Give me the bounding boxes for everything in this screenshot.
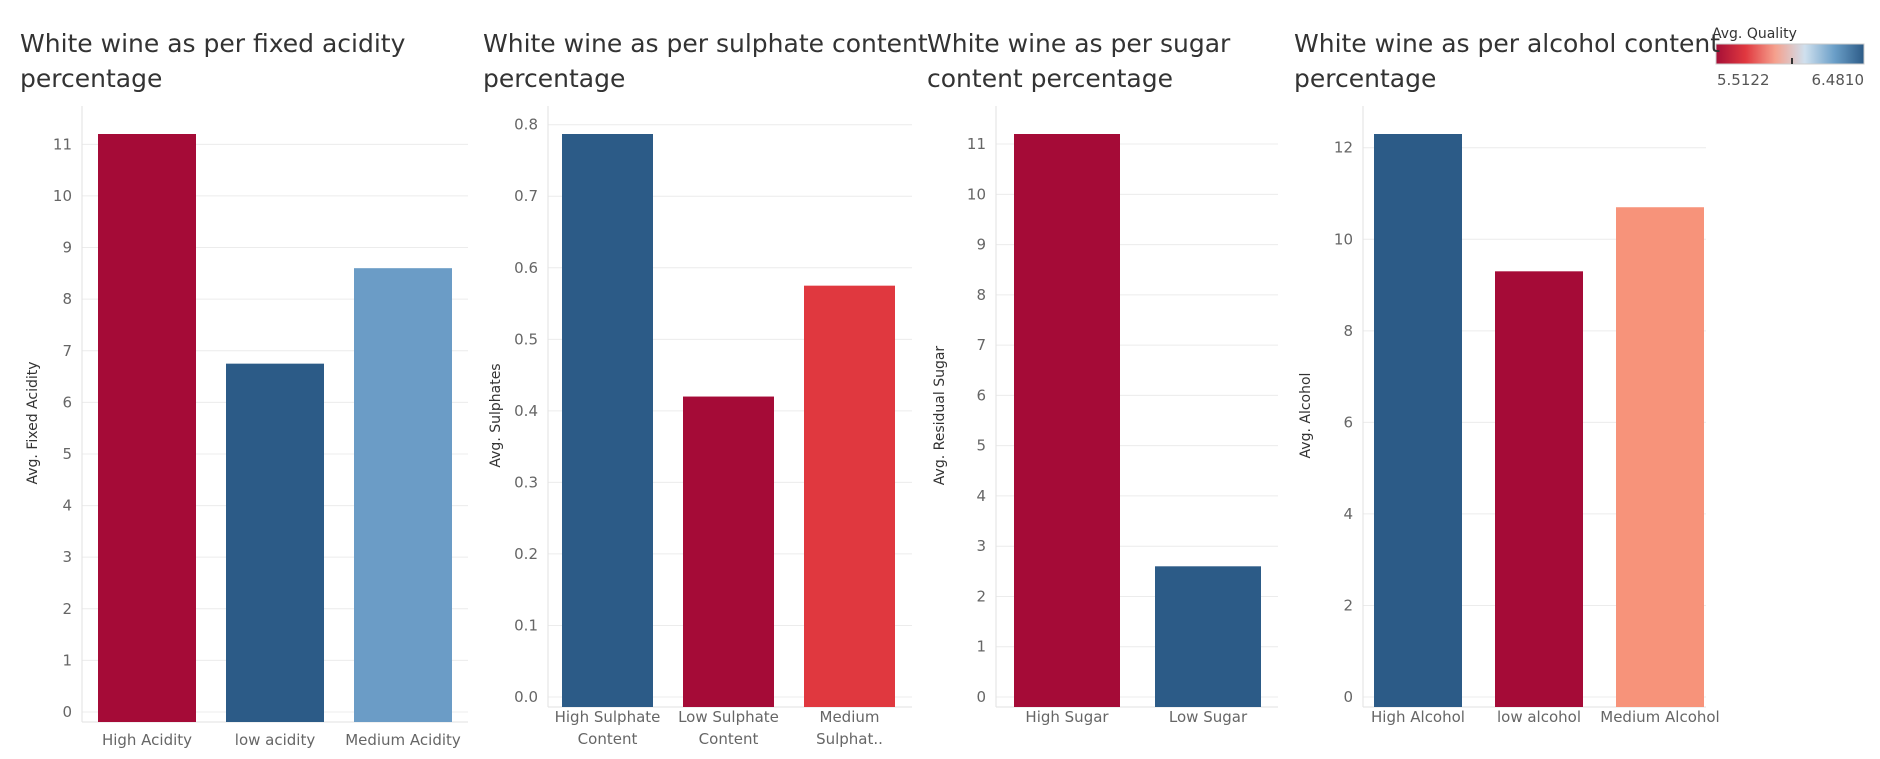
chart-title: percentage bbox=[1294, 64, 1436, 93]
chart-panel-3: White wine as per sugar content percentag… bbox=[927, 29, 1278, 726]
chart-panel-4: White wine as per alcohol content percent… bbox=[1294, 29, 1720, 726]
x-category-label: Sulphat.. bbox=[816, 730, 883, 748]
chart-title: percentage bbox=[483, 64, 625, 93]
x-category-label: High Sugar bbox=[1025, 708, 1109, 726]
x-category-label: Medium Alcohol bbox=[1600, 708, 1719, 726]
y-tick-label: 1 bbox=[62, 651, 72, 669]
y-tick-label: 0.7 bbox=[514, 187, 538, 205]
y-tick-label: 7 bbox=[62, 342, 72, 360]
y-axis-label: Avg. Residual Sugar bbox=[932, 346, 948, 486]
chart-title: White wine as per fixed acidity bbox=[20, 29, 406, 58]
y-tick-label: 6 bbox=[62, 393, 72, 411]
y-tick-label: 0.0 bbox=[514, 688, 538, 706]
y-axis-label: Avg. Fixed Acidity bbox=[25, 361, 41, 484]
y-tick-label: 2 bbox=[1343, 596, 1353, 614]
chart-title: White wine as per alcohol content bbox=[1294, 29, 1720, 58]
y-tick-label: 3 bbox=[62, 548, 72, 566]
chart-title: content percentage bbox=[927, 64, 1173, 93]
chart-title: percentage bbox=[20, 64, 162, 93]
y-tick-label: 4 bbox=[62, 497, 72, 515]
bar-1[interactable] bbox=[562, 134, 653, 707]
y-tick-label: 10 bbox=[1334, 230, 1353, 248]
y-tick-label: 9 bbox=[976, 236, 986, 254]
bar-1[interactable] bbox=[1014, 134, 1120, 707]
y-tick-label: 6 bbox=[1343, 413, 1353, 431]
y-tick-label: 2 bbox=[62, 600, 72, 618]
y-tick-label: 4 bbox=[976, 487, 986, 505]
x-category-label: Content bbox=[578, 730, 638, 748]
chart-title: White wine as per sulphate content bbox=[483, 29, 928, 58]
y-tick-label: 2 bbox=[976, 587, 986, 605]
y-tick-label: 0.1 bbox=[514, 616, 538, 634]
y-tick-label: 0 bbox=[62, 703, 72, 721]
y-tick-label: 6 bbox=[976, 386, 986, 404]
chart-title: White wine as per sugar bbox=[927, 29, 1231, 58]
y-tick-label: 0.5 bbox=[514, 330, 538, 348]
y-tick-label: 3 bbox=[976, 537, 986, 555]
bar-1[interactable] bbox=[98, 134, 196, 722]
y-tick-label: 9 bbox=[62, 239, 72, 257]
y-tick-label: 0.2 bbox=[514, 545, 538, 563]
y-tick-label: 0.6 bbox=[514, 259, 538, 277]
y-tick-label: 5 bbox=[976, 437, 986, 455]
y-tick-label: 11 bbox=[967, 135, 986, 153]
y-axis-label: Avg. Sulphates bbox=[488, 363, 504, 467]
legend-title: Avg. Quality bbox=[1712, 26, 1797, 42]
bar-2[interactable] bbox=[1495, 271, 1583, 707]
x-category-label: low alcohol bbox=[1497, 708, 1581, 726]
x-category-label: High Acidity bbox=[102, 731, 192, 749]
y-tick-label: 8 bbox=[1343, 322, 1353, 340]
y-tick-label: 0 bbox=[1343, 688, 1353, 706]
x-category-label: Medium bbox=[820, 708, 880, 726]
bar-3[interactable] bbox=[354, 268, 452, 722]
x-category-label: Low Sugar bbox=[1169, 708, 1248, 726]
bar-3[interactable] bbox=[804, 285, 895, 707]
legend-gradient-bar bbox=[1715, 43, 1865, 65]
legend-min-label: 5.5122 bbox=[1717, 71, 1770, 89]
x-category-label: Content bbox=[699, 730, 759, 748]
bar-2[interactable] bbox=[226, 363, 324, 722]
y-tick-label: 0.8 bbox=[514, 116, 538, 134]
chart-panel-1: White wine as per fixed acidity percentag… bbox=[20, 29, 468, 749]
y-tick-label: 1 bbox=[976, 638, 986, 656]
bar-3[interactable] bbox=[1616, 207, 1704, 707]
y-tick-label: 11 bbox=[53, 135, 72, 153]
x-category-label: High Sulphate bbox=[555, 708, 661, 726]
color-legend[interactable]: Avg. Quality 5.5122 6.4810 bbox=[1712, 26, 1865, 89]
y-tick-label: 8 bbox=[62, 290, 72, 308]
x-category-label: High Alcohol bbox=[1371, 708, 1465, 726]
y-tick-label: 8 bbox=[976, 286, 986, 304]
y-tick-label: 0.3 bbox=[514, 473, 538, 491]
chart-panel-2: White wine as per sulphate content percen… bbox=[483, 29, 928, 748]
y-tick-label: 5 bbox=[62, 445, 72, 463]
bar-2[interactable] bbox=[1155, 566, 1261, 707]
y-tick-label: 0 bbox=[976, 688, 986, 706]
bar-1[interactable] bbox=[1374, 134, 1462, 707]
y-tick-label: 7 bbox=[976, 336, 986, 354]
y-axis-label: Avg. Alcohol bbox=[1298, 373, 1314, 459]
legend-max-label: 6.4810 bbox=[1812, 71, 1865, 89]
bar-2[interactable] bbox=[683, 396, 774, 707]
x-category-label: Low Sulphate bbox=[678, 708, 779, 726]
y-tick-label: 10 bbox=[967, 185, 986, 203]
x-category-label: Medium Acidity bbox=[345, 731, 461, 749]
y-tick-label: 4 bbox=[1343, 505, 1353, 523]
y-tick-label: 12 bbox=[1334, 139, 1353, 157]
x-category-label: low acidity bbox=[235, 731, 316, 749]
y-tick-label: 10 bbox=[53, 187, 72, 205]
y-tick-label: 0.4 bbox=[514, 402, 538, 420]
